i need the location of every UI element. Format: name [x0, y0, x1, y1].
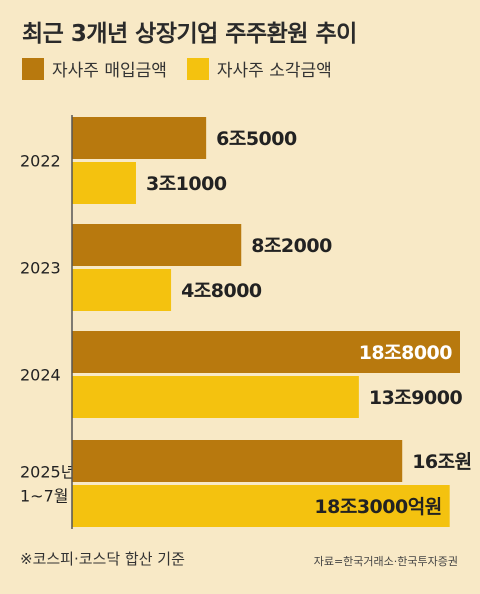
source-note: 자료=한국거래소·한국투자증권 [313, 555, 458, 568]
category-label-line: 2023 [20, 259, 61, 278]
category-label: 2022 [20, 152, 61, 171]
data-label: 3조1000 [146, 173, 227, 195]
bar-buyback [72, 440, 403, 482]
bar-buyback [72, 117, 207, 159]
chart-title: 최근 3개년 상장기업 주주환원 추이 [22, 21, 357, 47]
category-label-line: 2025년 [20, 463, 75, 482]
category-label-line: 2022 [20, 152, 61, 171]
legend-swatch-cancellation [186, 57, 209, 80]
category-label-line: 1~7월 [20, 487, 69, 506]
bar-cancellation [72, 269, 172, 311]
data-label: 13조9000 [369, 387, 463, 409]
data-label: 4조8000 [181, 280, 262, 302]
legend-label-buyback: 자사주 매입금액 [52, 61, 167, 81]
data-label: 18조8000 [359, 342, 453, 364]
category-label: 2024 [20, 366, 61, 385]
legend-label-cancellation: 자사주 소각금액 [216, 61, 332, 81]
category-label-line: 2024 [20, 366, 61, 385]
data-label: 8조2000 [251, 235, 332, 257]
bar-cancellation [72, 162, 136, 204]
legend-swatch-buyback [22, 57, 44, 80]
category-label: 2023 [20, 259, 61, 278]
data-label: 18조3000억원 [314, 496, 441, 518]
legend: 자사주 매입금액 자사주 소각금액 [22, 56, 352, 81]
legend-item-cancellation: 자사주 소각금액 [186, 56, 332, 81]
legend-item-buyback: 자사주 매입금액 [22, 56, 167, 81]
category-label: 2025년 1~7월 [20, 463, 75, 506]
bar-buyback [72, 331, 460, 373]
data-label: 16조원 [412, 451, 471, 473]
data-label: 6조5000 [216, 128, 297, 150]
bar-cancellation [72, 485, 450, 527]
bar-cancellation [72, 376, 359, 418]
footnote: ※코스피·코스닥 합산 기준 [20, 550, 185, 568]
bar-buyback [72, 224, 242, 266]
